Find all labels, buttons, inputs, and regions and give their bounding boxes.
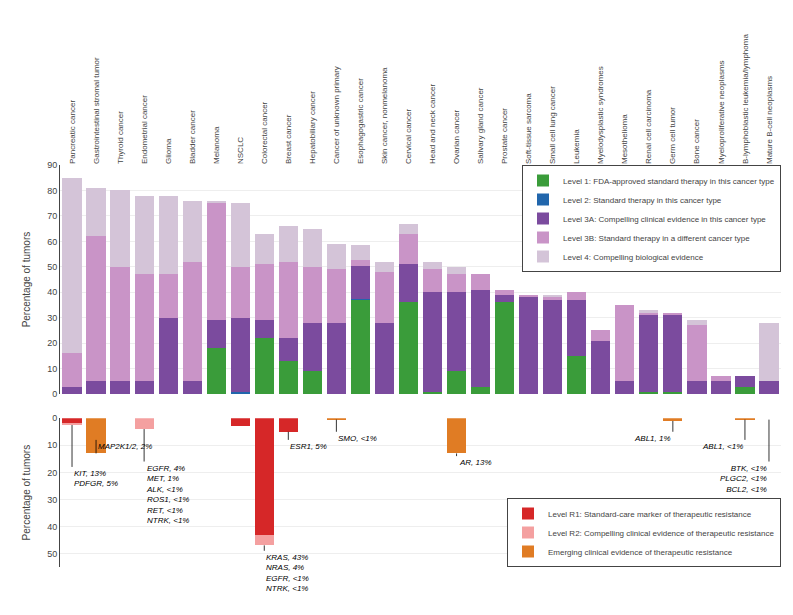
svg-text:10: 10 bbox=[47, 440, 57, 450]
svg-text:Salivary gland cancer: Salivary gland cancer bbox=[476, 87, 485, 164]
svg-text:BTK, <1%PLGC2, <1%BCL2, <1%: BTK, <1%PLGC2, <1%BCL2, <1% bbox=[720, 464, 767, 494]
svg-text:80: 80 bbox=[47, 186, 57, 196]
svg-text:20: 20 bbox=[47, 468, 57, 478]
svg-text:B-lymphoblastic leukemia/lymph: B-lymphoblastic leukemia/lymphoma bbox=[741, 34, 750, 164]
svg-text:AR, 13%: AR, 13% bbox=[459, 458, 492, 467]
svg-text:Gastrointestinal stromal tumor: Gastrointestinal stromal tumor bbox=[92, 57, 101, 164]
svg-text:60: 60 bbox=[47, 237, 57, 247]
svg-text:ABL1, 1%: ABL1, 1% bbox=[634, 434, 671, 443]
svg-text:0: 0 bbox=[52, 413, 57, 423]
svg-text:Germ cell tumor: Germ cell tumor bbox=[668, 107, 677, 164]
svg-text:Glioma: Glioma bbox=[164, 138, 173, 164]
svg-text:Cervical cancer: Cervical cancer bbox=[404, 109, 413, 164]
svg-text:30: 30 bbox=[47, 313, 57, 323]
svg-text:30: 30 bbox=[47, 495, 57, 505]
svg-text:Level R2: Compelling clinical: Level R2: Compelling clinical evidence o… bbox=[548, 529, 774, 538]
svg-text:Skin cancer, nonmelanoma: Skin cancer, nonmelanoma bbox=[380, 67, 389, 164]
svg-text:SMO, <1%: SMO, <1% bbox=[338, 434, 377, 443]
svg-text:Level 4: Compelling biological: Level 4: Compelling biological evidence bbox=[563, 253, 704, 262]
svg-text:Head and neck cancer: Head and neck cancer bbox=[428, 84, 437, 164]
svg-text:Bladder cancer: Bladder cancer bbox=[188, 110, 197, 164]
svg-text:70: 70 bbox=[47, 211, 57, 221]
svg-text:Bone cancer: Bone cancer bbox=[692, 119, 701, 164]
svg-text:Hepatobiliary cancer: Hepatobiliary cancer bbox=[308, 91, 317, 164]
svg-text:Mesothelioma: Mesothelioma bbox=[620, 114, 629, 164]
svg-text:Thyroid cancer: Thyroid cancer bbox=[116, 111, 125, 164]
svg-text:MAP2K1/2, 2%: MAP2K1/2, 2% bbox=[98, 442, 152, 451]
svg-text:NSCLC: NSCLC bbox=[236, 137, 245, 164]
svg-text:ESR1, 5%: ESR1, 5% bbox=[290, 442, 327, 451]
svg-text:Esophagogastric cancer: Esophagogastric cancer bbox=[356, 78, 365, 164]
svg-text:Ovarian cancer: Ovarian cancer bbox=[452, 109, 461, 164]
svg-text:Prostate cancer: Prostate cancer bbox=[500, 108, 509, 164]
svg-text:Breast cancer: Breast cancer bbox=[284, 114, 293, 164]
svg-text:Mature B-cell neoplasms: Mature B-cell neoplasms bbox=[765, 76, 774, 164]
svg-text:Leukemia: Leukemia bbox=[572, 129, 581, 164]
svg-text:KRAS, 43%NRAS, 4%EGFR, <1%NTRK: KRAS, 43%NRAS, 4%EGFR, <1%NTRK, <1% bbox=[266, 553, 309, 593]
svg-text:50: 50 bbox=[47, 262, 57, 272]
svg-text:20: 20 bbox=[47, 338, 57, 348]
svg-text:10: 10 bbox=[47, 364, 57, 374]
svg-text:Level 3B: Standard therapy in: Level 3B: Standard therapy in a differen… bbox=[563, 234, 750, 243]
svg-text:Level 2: Standard therapy in t: Level 2: Standard therapy in this cancer… bbox=[563, 196, 722, 205]
svg-text:Cancer of unknown primary: Cancer of unknown primary bbox=[332, 66, 341, 164]
svg-text:0: 0 bbox=[52, 389, 57, 399]
svg-text:Pancreatic cancer: Pancreatic cancer bbox=[68, 100, 77, 164]
svg-text:Percentage of tumors: Percentage of tumors bbox=[21, 445, 32, 541]
svg-text:Soft-tissue sarcoma: Soft-tissue sarcoma bbox=[524, 93, 533, 164]
svg-text:Renal cell carcinoma: Renal cell carcinoma bbox=[644, 89, 653, 164]
svg-text:Melanoma: Melanoma bbox=[212, 126, 221, 164]
svg-text:ABL1, <1%: ABL1, <1% bbox=[702, 442, 743, 451]
svg-text:Level 1: FDA-approved standard: Level 1: FDA-approved standard therapy i… bbox=[563, 177, 775, 186]
svg-text:Colorectal cancer: Colorectal cancer bbox=[260, 101, 269, 164]
svg-text:Percentage of tumors: Percentage of tumors bbox=[21, 232, 32, 328]
svg-text:Myelodysplastic syndromes: Myelodysplastic syndromes bbox=[596, 66, 605, 164]
svg-text:Level 3A: Compelling clinical: Level 3A: Compelling clinical evidence i… bbox=[563, 215, 766, 224]
svg-text:Emerging clinical evidence of: Emerging clinical evidence of therapeuti… bbox=[548, 548, 733, 557]
svg-text:90: 90 bbox=[47, 160, 57, 170]
svg-text:Small cell lung cancer: Small cell lung cancer bbox=[548, 86, 557, 164]
svg-text:Endometrial cancer: Endometrial cancer bbox=[140, 95, 149, 164]
svg-text:Myeloproliferative neoplasms: Myeloproliferative neoplasms bbox=[717, 60, 726, 164]
svg-text:50: 50 bbox=[47, 549, 57, 559]
svg-text:Level R1: Standard-care marker: Level R1: Standard-care marker of therap… bbox=[548, 510, 752, 519]
svg-text:40: 40 bbox=[47, 522, 57, 532]
svg-text:40: 40 bbox=[47, 287, 57, 297]
svg-text:KIT, 13%PDFGR, 5%: KIT, 13%PDFGR, 5% bbox=[74, 469, 118, 488]
svg-text:EGFR, 4%MET, 1%ALK, <1%ROS1, <: EGFR, 4%MET, 1%ALK, <1%ROS1, <1%RET, <1%… bbox=[146, 464, 189, 525]
